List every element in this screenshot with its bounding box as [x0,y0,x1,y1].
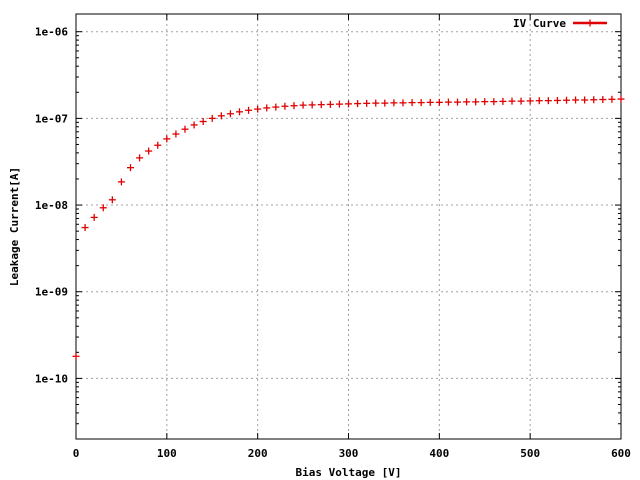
data-point [599,96,607,104]
data-point [263,104,271,112]
data-point [281,102,289,110]
data-point [108,196,116,204]
data-point [326,100,334,108]
data-point [535,97,543,105]
data-point [154,141,162,149]
y-tick-label: 1e-08 [35,199,68,212]
data-point [590,96,598,104]
y-tick-labels: 1e-10 1e-09 1e-08 1e-07 1e-06 [35,26,68,386]
x-tick-label: 600 [611,447,631,460]
series-layer [72,95,625,360]
data-point [236,108,243,116]
data-point [99,204,107,212]
data-point [226,110,234,118]
tick-layer [75,14,622,439]
x-tick-label: 200 [248,447,268,460]
data-point [617,95,625,103]
data-point [299,101,307,109]
data-point [72,352,80,360]
data-point [145,147,153,155]
data-point [499,97,507,105]
data-point [608,95,616,103]
data-point [245,106,253,114]
legend-marker [586,19,594,27]
data-point [308,101,316,109]
data-point [381,99,389,107]
y-axis-title: Leakage Current[A] [8,167,21,286]
data-point [517,97,525,105]
data-point [363,99,371,107]
y-tick-label: 1e-10 [35,372,68,385]
x-tick-labels: 0 100 200 300 400 500 600 [73,447,631,460]
legend-label: IV Curve [513,17,566,30]
data-point [335,100,343,108]
data-point [372,99,380,107]
data-point [454,98,461,106]
data-point [254,105,262,113]
data-point [90,213,98,221]
data-point [544,97,552,105]
x-tick-label: 400 [429,447,449,460]
y-tick-label: 1e-09 [35,286,68,299]
x-tick-label: 0 [73,447,80,460]
x-tick-label: 500 [520,447,540,460]
data-point [81,224,89,232]
data-point [117,178,125,186]
data-point [508,97,516,105]
x-axis-title: Bias Voltage [V] [296,466,402,479]
data-point [572,96,580,104]
data-point [481,98,489,106]
data-point [217,112,225,120]
legend: IV Curve [513,17,607,30]
data-point [490,98,498,106]
data-point [317,101,325,109]
legend-marker-glyph [586,19,594,27]
data-point [417,99,425,107]
x-tick-label: 100 [157,447,177,460]
data-point [563,96,570,104]
data-point [463,98,471,106]
data-point [345,100,352,108]
data-point [553,96,561,104]
data-point [127,164,134,172]
data-point [444,98,452,106]
data-point [354,100,362,108]
data-point [472,98,480,106]
y-tick-label: 1e-07 [35,112,68,125]
data-point [181,125,189,133]
data-point [581,96,589,104]
y-tick-label: 1e-06 [35,26,68,39]
data-point [136,154,144,162]
data-point [390,99,398,107]
data-point [172,130,180,138]
data-point [208,114,216,122]
grid-layer [76,14,621,439]
data-point [435,98,443,106]
data-point [408,99,416,107]
x-tick-label: 300 [339,447,359,460]
data-point [190,121,198,129]
data-point [163,135,171,143]
data-point [426,98,434,106]
data-point [272,103,280,111]
data-point [199,118,207,126]
data-point [526,97,534,105]
data-point [399,99,407,107]
data-point [290,102,298,110]
